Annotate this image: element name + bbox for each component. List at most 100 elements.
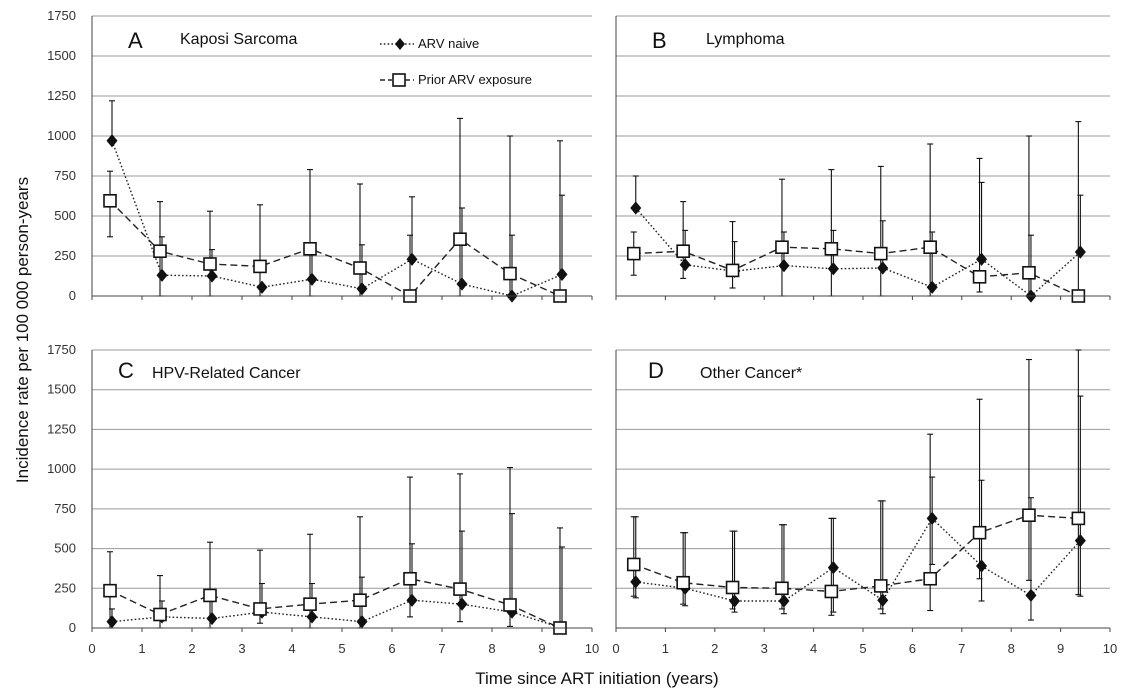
marker-prior-arv — [353, 593, 367, 608]
marker-arv-naive — [106, 615, 118, 629]
marker-arv-naive — [877, 261, 889, 275]
x-tick-label: 9 — [538, 641, 545, 656]
x-tick-label: 8 — [1008, 641, 1015, 656]
marker-prior-arv — [453, 232, 467, 246]
x-tick-label: 4 — [810, 641, 817, 656]
panel-title-D: Other Cancer* — [700, 365, 802, 382]
marker-prior-arv — [626, 557, 641, 572]
marker-arv-naive — [206, 611, 218, 626]
marker-arv-naive — [1074, 245, 1086, 259]
gridlines — [92, 15, 1110, 589]
marker-arv-naive — [926, 280, 938, 294]
panel-title-B: Lymphoma — [706, 31, 785, 48]
marker-arv-naive — [926, 511, 938, 526]
marker-prior-arv — [1022, 508, 1036, 523]
y-tick-label: 1250 — [47, 88, 76, 103]
x-tick-label: 0 — [88, 641, 95, 656]
marker-arv-naive — [556, 267, 568, 282]
marker-prior-arv — [725, 580, 740, 595]
marker-arv-naive — [306, 610, 318, 624]
marker-prior-arv — [824, 242, 839, 256]
marker-arv-naive — [356, 615, 368, 629]
panel-letter-A: A — [128, 28, 143, 53]
x-tick-label: 10 — [1103, 641, 1117, 656]
legend-marker-prior-arv — [392, 73, 406, 87]
legend-label-prior-arv: Prior ARV exposure — [418, 72, 532, 87]
x-tick-label: 6 — [909, 641, 916, 656]
x-tick-label: 10 — [585, 641, 599, 656]
marker-prior-arv — [303, 242, 317, 256]
marker-arv-naive — [729, 594, 741, 608]
marker-prior-arv — [203, 588, 217, 603]
marker-prior-arv — [676, 244, 690, 258]
marker-prior-arv — [1071, 511, 1086, 526]
marker-arv-naive — [406, 593, 418, 607]
series-line-prior-arv-B — [633, 246, 1079, 297]
marker-prior-arv — [824, 584, 839, 599]
y-tick-label: 0 — [69, 620, 76, 635]
y-tick-label: 1000 — [47, 128, 76, 143]
y-tick-label: 500 — [54, 208, 76, 223]
x-tick-label: 3 — [761, 641, 768, 656]
marker-prior-arv — [1022, 265, 1036, 280]
marker-prior-arv — [253, 259, 267, 274]
panel-title-A: Kaposi Sarcoma — [180, 31, 297, 48]
marker-arv-naive — [630, 201, 642, 215]
marker-prior-arv — [775, 581, 789, 596]
marker-prior-arv — [725, 263, 740, 278]
y-tick-label: 500 — [54, 541, 76, 556]
marker-prior-arv — [103, 194, 117, 208]
marker-prior-arv — [153, 607, 167, 622]
marker-prior-arv — [203, 257, 217, 271]
x-tick-label: 1 — [138, 641, 145, 656]
panel-letter-B: B — [652, 28, 667, 53]
marker-prior-arv — [103, 583, 117, 598]
marker-prior-arv — [353, 261, 367, 275]
marker-arv-naive — [976, 559, 988, 573]
marker-arv-naive — [156, 268, 168, 282]
legend: ARV naive Prior ARV exposure — [380, 36, 532, 87]
x-tick-label: 4 — [288, 641, 295, 656]
y-tick-label: 750 — [54, 168, 76, 183]
marker-prior-arv — [676, 575, 690, 590]
y-tick-label: 250 — [54, 580, 76, 595]
marker-arv-naive — [976, 252, 988, 266]
marker-prior-arv — [253, 602, 267, 616]
marker-arv-naive — [356, 282, 368, 296]
marker-prior-arv — [626, 246, 641, 261]
series-line-prior-arv-A — [109, 200, 561, 297]
x-axis-label: Time since ART initiation (years) — [475, 669, 718, 688]
marker-prior-arv — [303, 597, 317, 611]
x-tick-label: 2 — [711, 641, 718, 656]
marker-prior-arv — [153, 244, 167, 258]
y-tick-label: 250 — [54, 248, 76, 263]
y-tick-label: 1500 — [47, 48, 76, 63]
x-tick-label: 2 — [188, 641, 195, 656]
x-tick-label: 5 — [338, 641, 345, 656]
marker-arv-naive — [456, 597, 468, 611]
marker-prior-arv — [453, 582, 467, 596]
marker-prior-arv — [873, 246, 888, 261]
x-tick-label: 7 — [438, 641, 445, 656]
series-lines — [109, 140, 1081, 629]
marker-arv-naive — [456, 277, 468, 291]
legend-label-arv-naive: ARV naive — [418, 36, 479, 51]
marker-arv-naive — [106, 134, 118, 148]
panel-letter-D: D — [648, 358, 664, 383]
marker-prior-arv — [923, 571, 937, 586]
series-line-arv-naive-B — [635, 207, 1081, 297]
series-line-arv-naive-A — [111, 140, 563, 297]
marker-arv-naive — [778, 594, 790, 608]
marker-arv-naive — [1025, 588, 1037, 603]
marker-arv-naive — [778, 258, 790, 273]
marker-arv-naive — [827, 561, 839, 575]
x-tick-label: 0 — [612, 641, 619, 656]
marker-arv-naive — [256, 280, 268, 294]
y-tick-label: 0 — [69, 288, 76, 303]
x-tick-label: 8 — [488, 641, 495, 656]
x-tick-label: 3 — [238, 641, 245, 656]
marker-arv-naive — [206, 269, 218, 283]
y-tick-label: 1000 — [47, 461, 76, 476]
